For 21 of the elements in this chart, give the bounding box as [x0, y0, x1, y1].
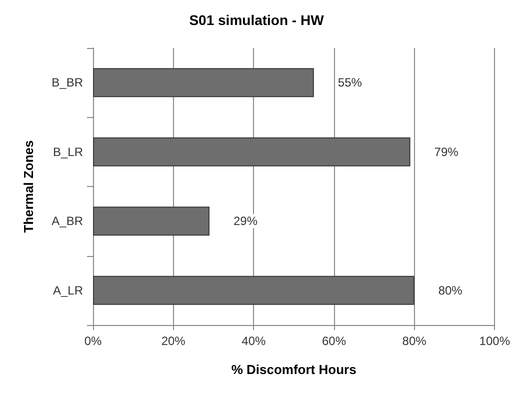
x-tick-label: 20% [161, 334, 186, 348]
y-tick-label: B_LR [52, 144, 84, 159]
bar [93, 276, 414, 305]
data-label: 80% [438, 283, 463, 298]
bar [93, 206, 210, 236]
x-tick-label: 100% [479, 334, 510, 348]
data-label: 79% [434, 144, 459, 159]
bar [93, 68, 314, 98]
bar [93, 137, 410, 166]
y-tick-label: A_LR [52, 283, 84, 298]
y-tick-label: A_BR [52, 214, 84, 228]
data-label: 55% [338, 76, 362, 90]
data-label: 29% [233, 214, 258, 228]
x-axis-title: % Discomfort Hours [231, 362, 356, 377]
x-tick-label: 60% [322, 334, 346, 348]
x-tick-label: 40% [242, 334, 266, 348]
chart-title: S01 simulation - HW [189, 12, 325, 28]
x-tick-label: 0% [84, 334, 102, 348]
x-tick-label: 80% [402, 334, 427, 348]
y-axis-title: Thermal Zones [21, 140, 36, 233]
y-tick-label: B_BR [52, 76, 84, 90]
